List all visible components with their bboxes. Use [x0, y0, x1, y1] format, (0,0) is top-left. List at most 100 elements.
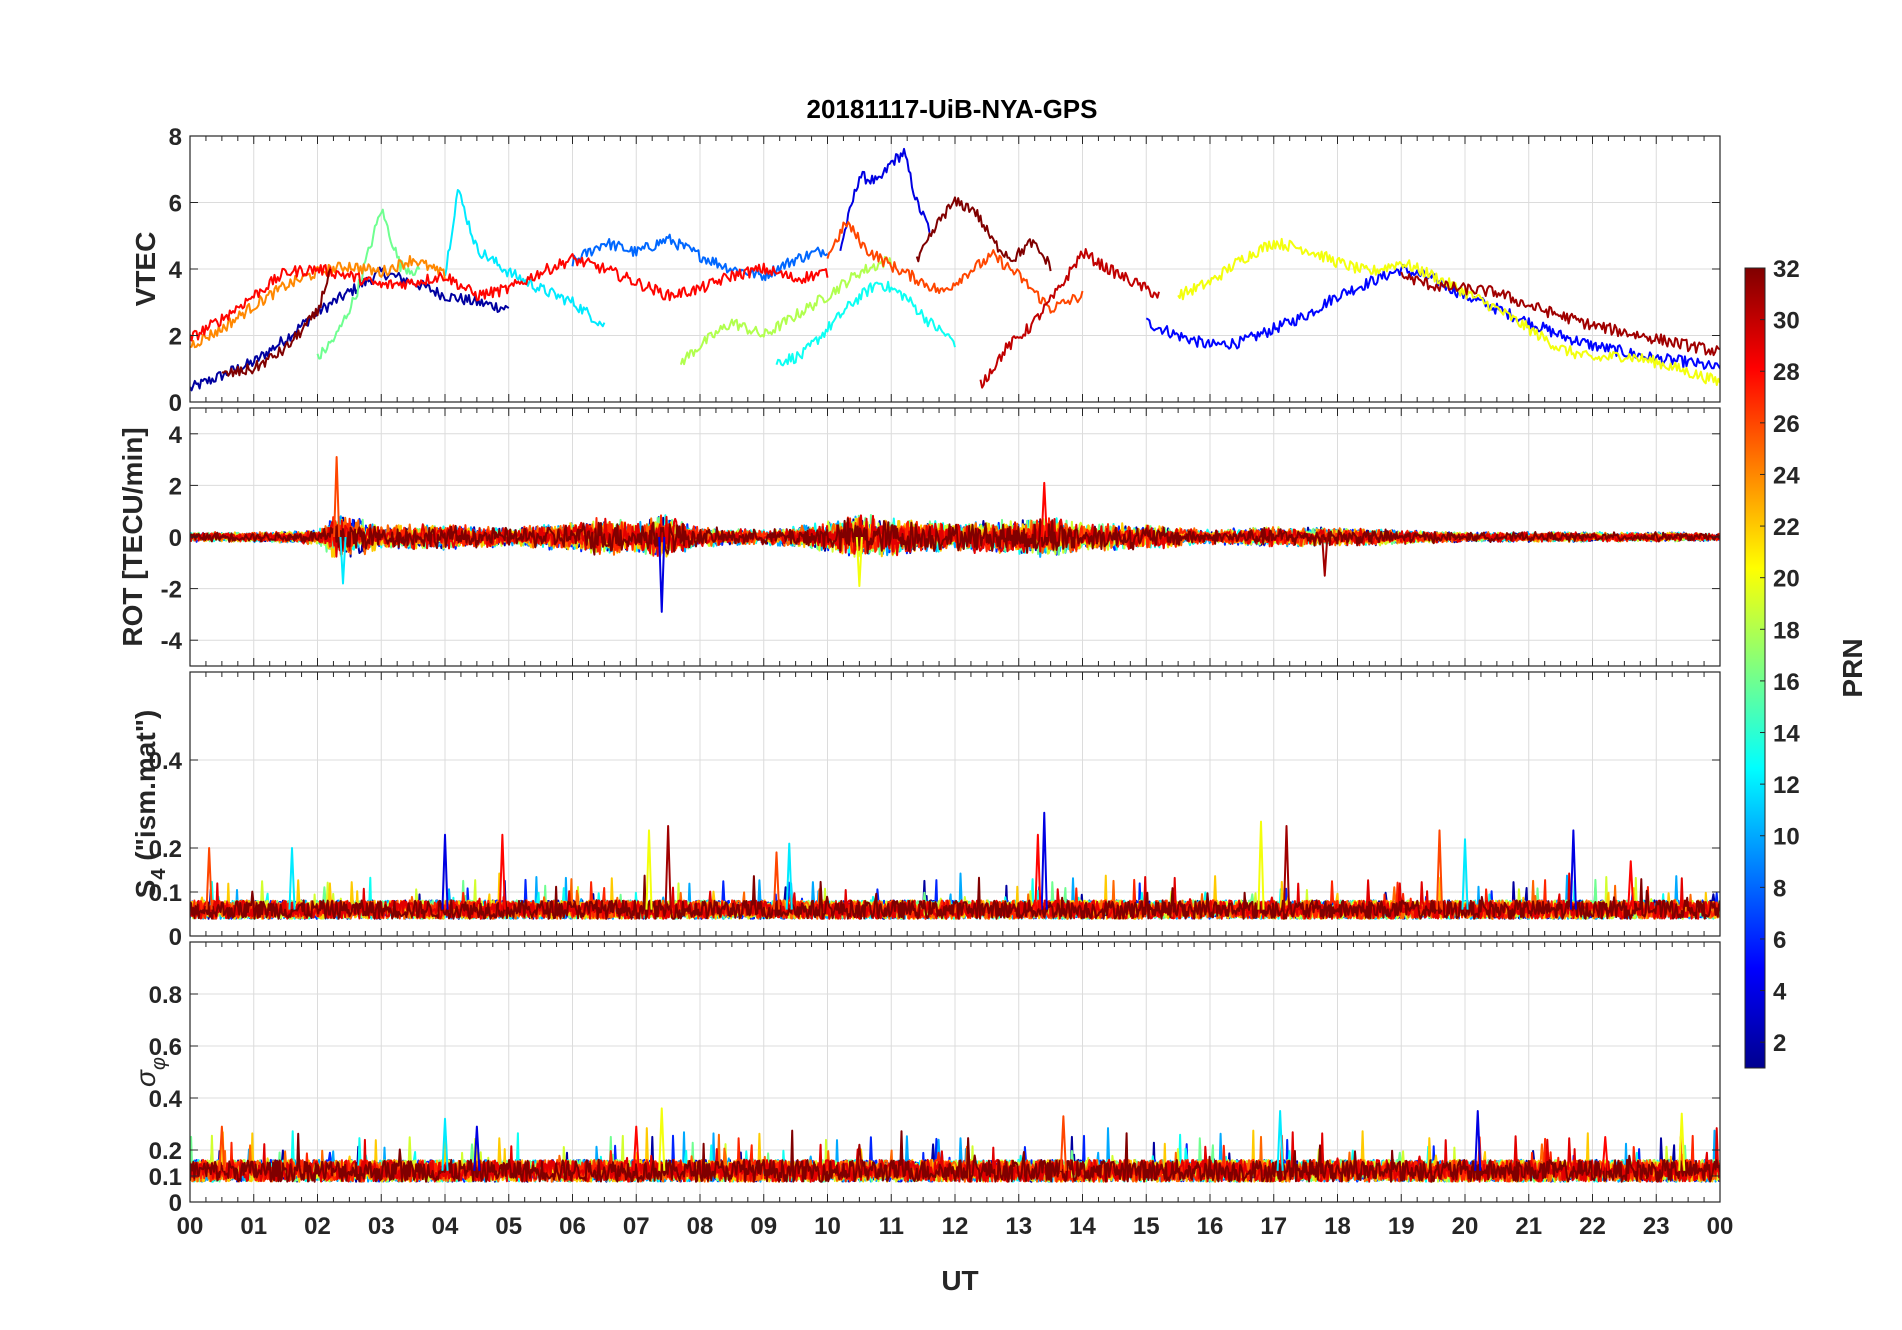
colorbar-label: PRN: [1837, 638, 1868, 697]
series-prn-29: [190, 872, 1720, 920]
series-prn-13: [775, 280, 956, 367]
spike-mark: [658, 1107, 666, 1171]
panel-s4: 00.10.20.4S4 ("ism.mat"): [130, 671, 1721, 951]
s4-sub: 4: [148, 868, 170, 880]
y-axis-label: σφ: [130, 1057, 170, 1087]
spike-mark: [1569, 829, 1577, 910]
spike-mark: [339, 536, 347, 585]
y-tick-label: 0.4: [149, 1086, 183, 1113]
spike-mark: [1435, 829, 1444, 910]
x-tick-label: 07: [623, 1213, 650, 1240]
spike-mark: [1474, 1110, 1482, 1171]
colorbar-tick-label: 6: [1773, 927, 1786, 954]
y-tick-label: -4: [161, 628, 183, 655]
series-prn-5: [1145, 264, 1720, 370]
colorbar-tick-label: 20: [1773, 566, 1800, 593]
y-tick-label: 4: [169, 422, 183, 449]
series-prn-12: [444, 189, 606, 328]
y-tick-label: 0.1: [149, 880, 182, 907]
x-tick-label: 12: [942, 1213, 969, 1240]
series-prn-8: [571, 233, 829, 282]
x-tick-label: 01: [240, 1213, 267, 1240]
colorbar-tick-label: 28: [1773, 359, 1800, 386]
y-tick-label: 4: [169, 257, 183, 284]
spike-mark: [1040, 811, 1048, 910]
spike-mark: [855, 536, 863, 588]
colorbar-tick-label: 26: [1773, 411, 1800, 438]
y-tick-label: 2: [169, 324, 182, 351]
spike-mark: [1257, 820, 1265, 910]
panel-sigma_phi: 00.10.2 0.4 0.6 0.8 σφ 00 01 02 03 04 05 06 07 08 09 10…: [130, 941, 1733, 1240]
series-prn-32: [190, 874, 1720, 920]
series-prn-28: [190, 253, 829, 342]
s4-rest: ("ism.mat"): [130, 710, 161, 869]
spike-mark: [632, 1125, 640, 1171]
series-prn-32: [221, 268, 332, 378]
colorbar-tick-label: 2: [1773, 1030, 1786, 1057]
panel-rot: -4 -2 0 2 4 ROT [TECU/min]: [117, 407, 1721, 667]
x-tick-label: 14: [1069, 1213, 1096, 1240]
x-tick-label: 15: [1133, 1213, 1160, 1240]
spike-mark: [1034, 833, 1042, 910]
x-tick-label: 05: [495, 1213, 522, 1240]
s4-main: S: [130, 880, 161, 899]
series-prn-18: [679, 255, 893, 366]
x-tick-label: 11: [879, 1213, 904, 1240]
spike-mark: [288, 847, 296, 910]
y-tick-label: 0: [169, 525, 182, 552]
colorbar-tick-label: 22: [1773, 514, 1800, 541]
x-tick-label: 19: [1388, 1213, 1415, 1240]
x-tick-label: 13: [1005, 1213, 1032, 1240]
x-axis-label: UT: [941, 1265, 978, 1296]
colorbar-tick-label: 24: [1773, 462, 1800, 489]
spike-mark: [645, 829, 653, 910]
y-axis-label: ROT [TECU/min]: [117, 427, 148, 646]
x-tick-label: 10: [814, 1213, 841, 1240]
series-group: [190, 147, 1720, 392]
colorbar-tick-label: 10: [1773, 824, 1800, 851]
x-tick-label: 21: [1515, 1213, 1542, 1240]
series-group: [190, 456, 1720, 613]
x-tick-label: 08: [687, 1213, 714, 1240]
series-prn-24: [190, 255, 446, 349]
sigma-sub: φ: [148, 1057, 170, 1070]
chart-title: 20181117-UiB-NYA-GPS: [807, 94, 1098, 124]
sigma-main: σ: [130, 1069, 161, 1087]
y-tick-label: 0.4: [149, 748, 183, 775]
spike-mark: [1040, 481, 1048, 538]
panel-vtec: 0 2 4 6 8 VTEC: [130, 124, 1721, 417]
x-tick-label: 03: [368, 1213, 395, 1240]
spike-mark: [785, 842, 793, 910]
spike-mark: [1461, 838, 1469, 910]
y-tick-label: 0: [169, 390, 182, 417]
y-tick-label: 0.1: [149, 1164, 182, 1191]
series-prn-32: [190, 1129, 1720, 1183]
spike-mark: [658, 536, 666, 613]
y-tick-label: -2: [161, 577, 182, 604]
series-prn-32: [190, 517, 1720, 556]
x-tick-label: 09: [750, 1213, 777, 1240]
colorbar-gradient: [1744, 267, 1766, 1069]
colorbar-tick-label: 12: [1773, 772, 1800, 799]
series-group: [190, 811, 1720, 920]
series-prn-32: [915, 196, 1052, 272]
y-axis-label: S4 ("ism.mat"): [130, 710, 170, 899]
spike-mark: [1321, 536, 1329, 577]
y-tick-label: 0: [169, 924, 182, 951]
y-tick-label: 0.8: [149, 982, 182, 1009]
colorbar-tick-label: 18: [1773, 617, 1800, 644]
y-tick-label: 2: [169, 473, 182, 500]
colorbar-tick-label: 32: [1773, 256, 1800, 283]
x-tick-label: 17: [1260, 1213, 1287, 1240]
spike-mark: [205, 847, 213, 910]
y-axis-label: VTEC: [130, 232, 161, 307]
x-tick-label: 23: [1643, 1213, 1670, 1240]
spike-mark: [855, 1143, 863, 1171]
series-prn-2: [190, 266, 510, 392]
y-tick-label: 0.6: [149, 1034, 182, 1061]
y-tick-label: 0: [169, 1190, 182, 1217]
